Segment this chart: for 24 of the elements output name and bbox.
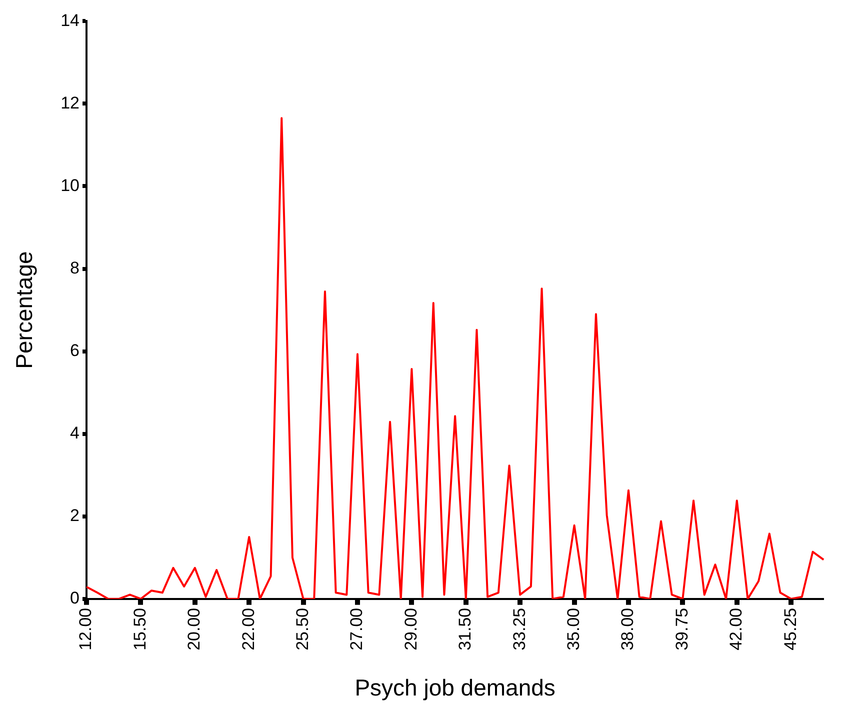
x-tick-label: 27.00 <box>347 608 366 650</box>
x-tick-label: 39.75 <box>672 608 692 650</box>
y-tick-label: 0 <box>70 588 80 608</box>
x-tick-label: 31.50 <box>456 608 475 650</box>
y-tick-label: 14 <box>60 10 80 30</box>
y-tick-label: 10 <box>60 176 80 195</box>
x-tick-label: 42.00 <box>726 608 746 650</box>
y-tick-label: 4 <box>70 424 80 442</box>
x-tick-label: 15.50 <box>130 608 150 650</box>
x-tick-label: 35.00 <box>564 608 583 650</box>
x-tick-label: 29.00 <box>401 608 420 650</box>
y-tick-label: 8 <box>70 258 80 278</box>
x-tick-label: 25.50 <box>292 608 312 650</box>
x-tick-label: 20.00 <box>184 608 204 650</box>
x-tick-label: 12.00 <box>76 608 96 650</box>
y-tick-label: 2 <box>70 506 80 526</box>
y-axis-title: Percentage <box>11 251 38 369</box>
y-tick-label: 6 <box>70 340 80 360</box>
y-tick-label: 12 <box>60 93 80 112</box>
x-tick-label: 33.25 <box>510 608 529 650</box>
x-tick-label: 22.00 <box>238 608 258 650</box>
x-tick-label: 45.25 <box>780 608 800 650</box>
x-axis-title: Psych job demands <box>354 674 556 701</box>
x-tick-label: 38.00 <box>618 608 638 650</box>
